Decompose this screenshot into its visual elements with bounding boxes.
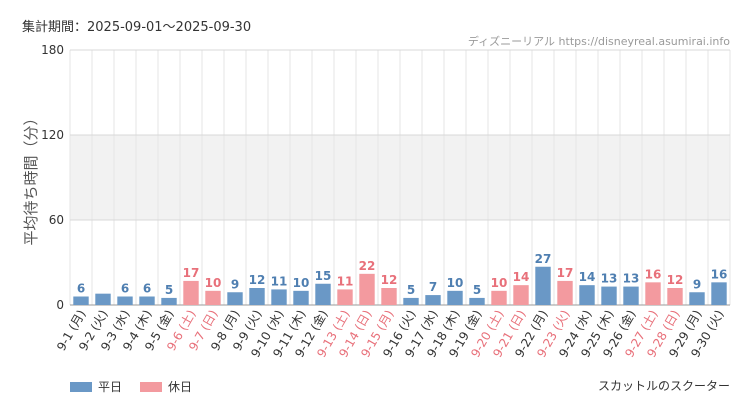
y-axis-label: 平均待ち時間（分）: [22, 110, 40, 245]
legend-item-holiday[interactable]: 休日: [140, 378, 192, 395]
data-label: 10: [293, 276, 310, 290]
data-label: 10: [447, 276, 464, 290]
data-label: 10: [205, 276, 222, 290]
data-label: 5: [407, 283, 415, 297]
data-label: 16: [711, 267, 728, 281]
legend-item-weekday[interactable]: 平日: [70, 378, 122, 395]
data-label: 5: [473, 283, 481, 297]
bar[interactable]: [205, 290, 221, 305]
data-label: 17: [557, 266, 574, 280]
bar[interactable]: [447, 290, 463, 305]
bar[interactable]: [491, 290, 507, 305]
bar[interactable]: [139, 296, 155, 306]
bar[interactable]: [381, 288, 397, 305]
bars-layer: [73, 266, 727, 306]
data-label: 6: [121, 282, 129, 296]
bar[interactable]: [711, 282, 727, 305]
bar[interactable]: [73, 296, 89, 306]
data-label: 15: [315, 269, 332, 283]
data-label: 27: [535, 252, 552, 266]
data-label: 11: [271, 274, 288, 288]
attraction-name: スカットルのスクーター: [597, 379, 730, 393]
data-label: 12: [249, 273, 266, 287]
bar[interactable]: [557, 280, 573, 305]
data-label: 7: [429, 280, 437, 294]
data-label: 10: [491, 276, 508, 290]
data-label: 12: [667, 273, 684, 287]
legend-label-holiday: 休日: [168, 380, 193, 394]
bar[interactable]: [513, 285, 529, 305]
data-label: 6: [77, 282, 85, 296]
bar[interactable]: [425, 295, 441, 305]
y-tick-label: 0: [56, 298, 64, 312]
y-tick-label: 60: [49, 213, 64, 227]
bar[interactable]: [161, 297, 177, 305]
data-label: 13: [623, 272, 640, 286]
bar[interactable]: [403, 297, 419, 305]
data-label: 9: [693, 277, 701, 291]
data-label: 13: [601, 272, 618, 286]
data-label: 14: [513, 270, 530, 284]
bar[interactable]: [623, 286, 639, 305]
bar[interactable]: [249, 288, 265, 305]
y-tick-label: 180: [41, 43, 64, 57]
data-label: 11: [337, 274, 354, 288]
bar[interactable]: [271, 289, 287, 305]
data-label: 17: [183, 266, 200, 280]
bar[interactable]: [293, 290, 309, 305]
legend: 平日 休日: [70, 378, 192, 395]
data-label: 12: [381, 273, 398, 287]
bar[interactable]: [337, 289, 353, 305]
bar[interactable]: [469, 297, 485, 305]
bar[interactable]: [689, 292, 705, 305]
legend-label-weekday: 平日: [98, 380, 123, 394]
bar[interactable]: [645, 282, 661, 305]
y-tick-label: 120: [41, 128, 64, 142]
legend-swatch-weekday: [70, 381, 92, 392]
legend-swatch-holiday: [140, 381, 163, 392]
labels-layer: 69-1 (月)9-2 (火)69-3 (水)69-4 (木)59-5 (金)1…: [54, 252, 727, 360]
bar[interactable]: [579, 285, 595, 305]
source-label: ディズニーリアル https://disneyreal.asumirai.inf…: [467, 35, 730, 48]
data-label: 16: [645, 267, 662, 281]
bar[interactable]: [227, 292, 243, 305]
bar[interactable]: [667, 288, 683, 305]
data-label: 6: [143, 282, 151, 296]
bar[interactable]: [95, 293, 111, 305]
period-label: 集計期間：2025-09-01～2025-09-30: [22, 20, 252, 35]
data-label: 22: [359, 259, 376, 273]
bar[interactable]: [183, 280, 199, 305]
data-label: 5: [165, 283, 173, 297]
bar[interactable]: [359, 273, 375, 305]
grid-layer: 0 60 120 180: [41, 43, 731, 312]
data-label: 9: [231, 277, 239, 291]
bar[interactable]: [535, 266, 551, 305]
bar[interactable]: [117, 296, 133, 306]
bar[interactable]: [315, 283, 331, 305]
data-label: 14: [579, 270, 596, 284]
bar[interactable]: [601, 286, 617, 305]
